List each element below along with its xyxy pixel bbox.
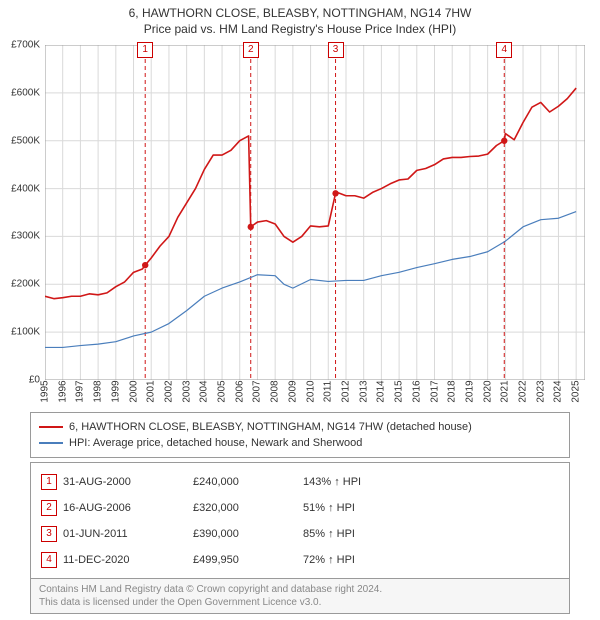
legend-row: 6, HAWTHORN CLOSE, BLEASBY, NOTTINGHAM, …: [39, 419, 561, 435]
x-tick-label: 2003: [181, 380, 192, 402]
x-tick-label: 2001: [146, 380, 157, 402]
x-tick-label: 2023: [535, 380, 546, 402]
x-tick-label: 2005: [217, 380, 228, 402]
sale-price: £390,000: [193, 528, 303, 540]
sale-marker-label: 2: [243, 42, 259, 58]
table-row: 1 31-AUG-2000£240,000143% ↑ HPI: [41, 469, 559, 495]
legend-box: 6, HAWTHORN CLOSE, BLEASBY, NOTTINGHAM, …: [30, 412, 570, 458]
x-tick-label: 2018: [447, 380, 458, 402]
sale-index-icon: 4: [41, 552, 57, 568]
sale-index-icon: 2: [41, 500, 57, 516]
y-tick-label: £500K: [11, 135, 40, 146]
sale-date: 11-DEC-2020: [63, 554, 193, 566]
sale-marker-label: 4: [496, 42, 512, 58]
footer-line2: This data is licensed under the Open Gov…: [39, 596, 561, 609]
footer-attribution: Contains HM Land Registry data © Crown c…: [30, 578, 570, 614]
chart-area: £0£100K£200K£300K£400K£500K£600K£700K199…: [45, 45, 585, 380]
x-tick-label: 1999: [110, 380, 121, 402]
x-tick-label: 2006: [234, 380, 245, 402]
sale-delta: 72% ↑ HPI: [303, 554, 559, 566]
table-row: 3 01-JUN-2011£390,00085% ↑ HPI: [41, 521, 559, 547]
x-tick-label: 1997: [75, 380, 86, 402]
x-tick-label: 2004: [199, 380, 210, 402]
x-tick-label: 2010: [305, 380, 316, 402]
x-tick-label: 2020: [482, 380, 493, 402]
legend-swatch: [39, 442, 63, 444]
legend-swatch: [39, 426, 63, 428]
sale-price: £320,000: [193, 502, 303, 514]
page-title-line1: 6, HAWTHORN CLOSE, BLEASBY, NOTTINGHAM, …: [0, 0, 600, 20]
x-tick-label: 2016: [411, 380, 422, 402]
legend-label: 6, HAWTHORN CLOSE, BLEASBY, NOTTINGHAM, …: [69, 421, 472, 433]
table-row: 4 11-DEC-2020£499,95072% ↑ HPI: [41, 547, 559, 573]
x-tick-label: 2024: [553, 380, 564, 402]
y-tick-label: £300K: [11, 231, 40, 242]
sale-delta: 85% ↑ HPI: [303, 528, 559, 540]
y-tick-label: £200K: [11, 279, 40, 290]
x-tick-label: 2000: [128, 380, 139, 402]
legend-label: HPI: Average price, detached house, Newa…: [69, 437, 362, 449]
y-tick-label: £0: [29, 375, 40, 386]
x-tick-label: 2011: [323, 381, 334, 403]
y-tick-label: £400K: [11, 183, 40, 194]
x-tick-label: 2012: [340, 380, 351, 402]
sale-date: 16-AUG-2006: [63, 502, 193, 514]
y-tick-label: £100K: [11, 327, 40, 338]
sale-date: 31-AUG-2000: [63, 476, 193, 488]
x-tick-label: 2014: [376, 380, 387, 402]
sale-index-icon: 3: [41, 526, 57, 542]
sale-delta: 51% ↑ HPI: [303, 502, 559, 514]
sale-date: 01-JUN-2011: [63, 528, 193, 540]
x-tick-label: 2021: [500, 380, 511, 402]
x-tick-label: 2022: [518, 380, 529, 402]
chart-svg: [45, 45, 585, 380]
sale-price: £240,000: [193, 476, 303, 488]
x-tick-label: 2013: [358, 380, 369, 402]
sale-price: £499,950: [193, 554, 303, 566]
y-tick-label: £600K: [11, 87, 40, 98]
x-tick-label: 2002: [163, 380, 174, 402]
sale-marker-label: 3: [328, 42, 344, 58]
x-tick-label: 2017: [429, 380, 440, 402]
sale-marker-label: 1: [137, 42, 153, 58]
page-title-line2: Price paid vs. HM Land Registry's House …: [0, 20, 600, 36]
x-tick-label: 1995: [40, 380, 51, 402]
x-tick-label: 2008: [270, 380, 281, 402]
x-tick-label: 2015: [394, 380, 405, 402]
footer-line1: Contains HM Land Registry data © Crown c…: [39, 583, 561, 596]
sale-delta: 143% ↑ HPI: [303, 476, 559, 488]
sale-index-icon: 1: [41, 474, 57, 490]
x-tick-label: 1996: [57, 380, 68, 402]
x-tick-label: 2007: [252, 380, 263, 402]
legend-row: HPI: Average price, detached house, Newa…: [39, 435, 561, 451]
x-tick-label: 2009: [287, 380, 298, 402]
table-row: 2 16-AUG-2006£320,00051% ↑ HPI: [41, 495, 559, 521]
x-tick-label: 2025: [571, 380, 582, 402]
x-tick-label: 2019: [464, 380, 475, 402]
y-tick-label: £700K: [11, 40, 40, 51]
x-tick-label: 1998: [93, 380, 104, 402]
sales-table: 1 31-AUG-2000£240,000143% ↑ HPI 2 16-AUG-20…: [30, 462, 570, 580]
